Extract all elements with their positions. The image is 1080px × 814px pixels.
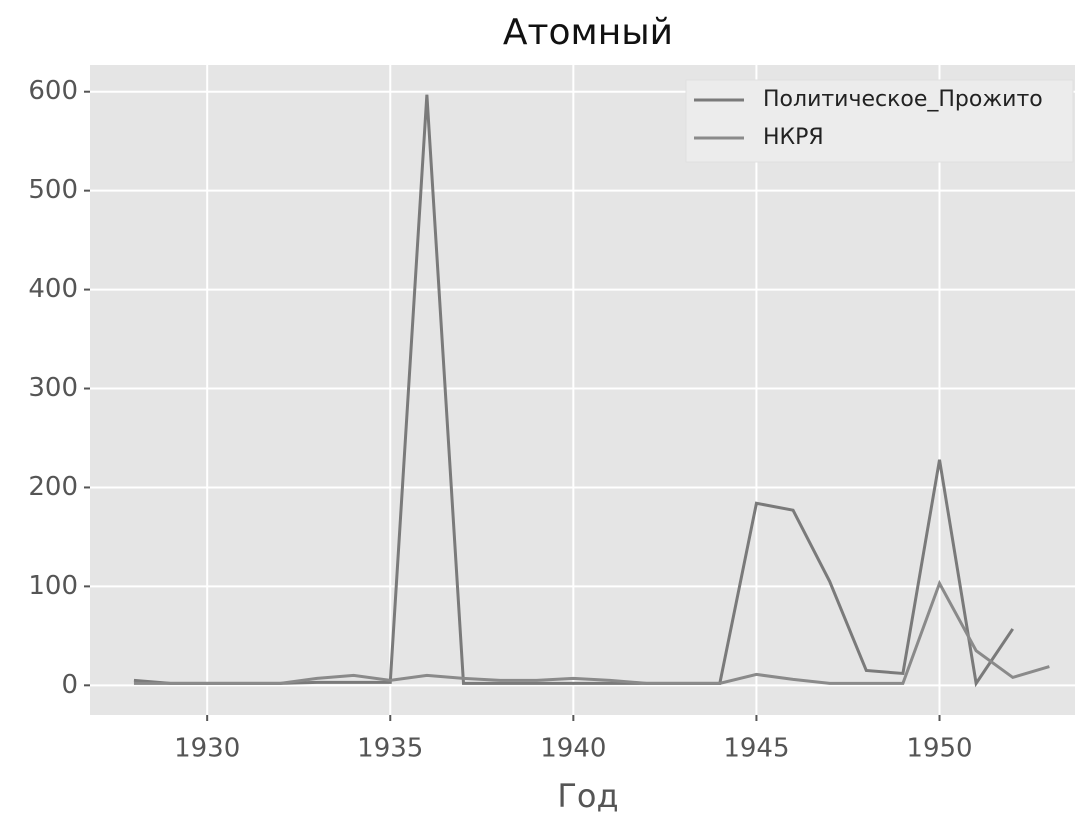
series-line: [133, 579, 1050, 685]
y-tick-label: 600: [28, 76, 78, 106]
x-tick-label: 1950: [906, 734, 972, 764]
y-tick-label: 100: [28, 571, 78, 601]
x-tick-label: 1930: [174, 734, 240, 764]
y-tick-label: 200: [28, 472, 78, 502]
x-tick-label: 1940: [540, 734, 606, 764]
y-tick-label: 400: [28, 274, 78, 304]
legend-label: Политическое_Прожито: [763, 87, 1043, 112]
plot-area: [90, 65, 1075, 715]
y-tick-label: 300: [28, 373, 78, 403]
y-tick-label: 500: [28, 175, 78, 205]
x-tick-label: 1945: [723, 734, 789, 764]
legend-label: НКРЯ: [763, 125, 824, 150]
legend-box: [685, 79, 1074, 163]
y-tick-label: 0: [61, 670, 78, 700]
chart-title: Атомный: [503, 12, 673, 53]
x-axis-label: Год: [557, 777, 618, 814]
x-tick-label: 1935: [357, 734, 423, 764]
